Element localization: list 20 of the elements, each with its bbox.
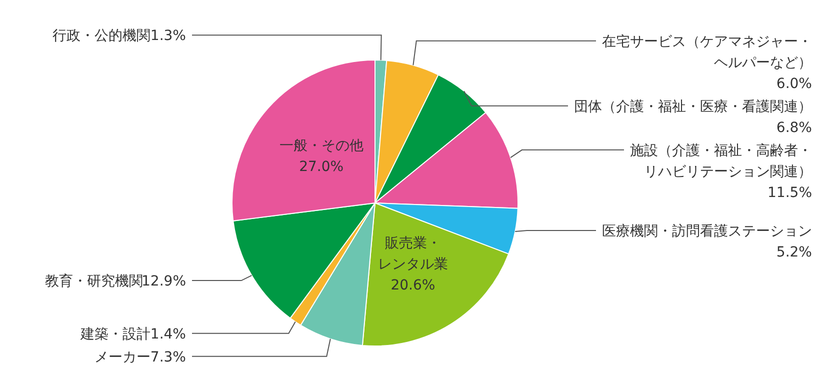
slice-label: 教育・研究機関 [44,272,143,290]
slice-label: 医療機関・訪問看護ステーション [602,224,812,240]
data-label: 1.3% [150,28,186,44]
data-label: 1.4% [150,326,186,342]
data-label: 7.3% [150,349,186,366]
data-label: 6.0% [776,76,812,92]
slice-label: 施設（介護・福祉・高齢者・リハビリテーション関連） [630,142,812,180]
data-label: 5.2% [776,244,812,261]
data-label: 11.5% [768,184,812,201]
data-label: 20.6% [390,278,436,294]
slice-label: 団体（介護・福祉・医療・看護関連） [574,98,812,115]
slice-label: メーカー [94,349,151,366]
data-label: 6.8% [776,120,812,136]
slice-label: 行政・公的機関 [52,28,151,44]
data-label: 12.9% [142,274,186,290]
slice-label: 一般・その他 [279,138,364,154]
data-label: 27.0% [299,159,344,176]
slice-label: 在宅サービス（ケアマネジャー・ヘルパーなど） [602,34,812,71]
slice-label: 販売業・レンタル業 [378,236,448,273]
slice-label: 建築・設計 [80,326,151,342]
